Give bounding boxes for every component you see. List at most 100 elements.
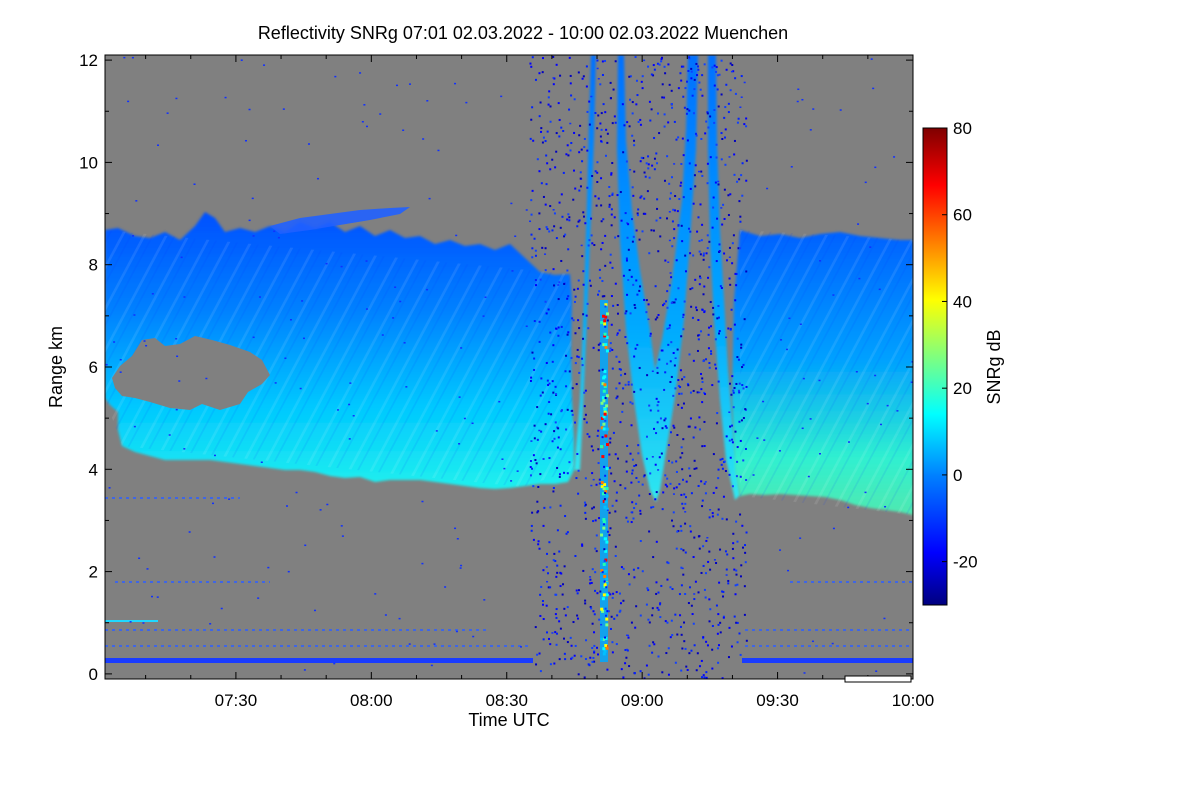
noise-pixel (600, 623, 603, 626)
noise-pixel (704, 481, 707, 483)
noise-pixel (564, 614, 567, 617)
noise-pixel (302, 337, 305, 340)
noise-pixel (724, 128, 727, 131)
noise-pixel (661, 508, 664, 511)
noise-pixel (656, 162, 659, 165)
noise-pixel (672, 511, 675, 514)
noise-pixel (538, 170, 541, 173)
noise-pixel (660, 584, 663, 587)
noise-pixel (626, 121, 629, 124)
noise-pixel (606, 530, 609, 533)
noise-pixel (617, 235, 620, 238)
noise-pixel (734, 593, 737, 596)
noise-pixel (458, 396, 461, 398)
noise-pixel (722, 595, 725, 598)
noise-pixel (624, 335, 627, 338)
noise-pixel (583, 418, 586, 421)
noise-pixel (614, 453, 617, 456)
noise-pixel (574, 295, 577, 298)
noise-pixel (679, 386, 682, 389)
noise-pixel (656, 316, 659, 319)
cloud-streaks-right (740, 230, 913, 515)
noise-pixel (539, 101, 542, 104)
noise-pixel (719, 458, 722, 461)
noise-pixel (578, 134, 581, 137)
noise-pixel (560, 410, 563, 413)
noise-pixel (564, 233, 567, 236)
noise-pixel (553, 437, 556, 440)
noise-pixel (568, 370, 571, 373)
noise-pixel (583, 501, 586, 504)
noise-pixel (620, 668, 623, 671)
noise-pixel (558, 620, 561, 623)
noise-pixel (737, 247, 740, 250)
noise-pixel (700, 137, 703, 140)
noise-pixel (701, 676, 704, 679)
noise-pixel (602, 218, 605, 221)
noise-pixel (599, 122, 602, 125)
noise-pixel (541, 603, 544, 606)
noise-pixel (700, 330, 703, 333)
noise-pixel (658, 603, 661, 606)
noise-pixel (614, 121, 617, 124)
noise-pixel (911, 361, 913, 363)
noise-pixel (651, 164, 654, 167)
noise-pixel (741, 366, 744, 369)
noise-pixel (661, 427, 664, 430)
noise-pixel (733, 173, 736, 176)
noise-pixel (575, 589, 578, 592)
noise-pixel (553, 552, 556, 555)
noise-pixel (660, 452, 663, 455)
noise-pixel (614, 236, 617, 239)
noise-pixel (738, 200, 741, 203)
noise-pixel (717, 380, 720, 383)
noise-pixel (679, 456, 682, 459)
noise-pixel (720, 59, 723, 62)
noise-pixel (725, 574, 728, 576)
noise-pixel (646, 374, 649, 377)
noise-pixel (718, 330, 721, 333)
column-speckle (604, 569, 608, 573)
noise-pixel (647, 163, 650, 166)
colorbar (922, 127, 948, 606)
noise-pixel (558, 658, 561, 661)
noise-pixel (696, 74, 699, 77)
noise-pixel (684, 270, 687, 273)
noise-pixel (635, 103, 638, 106)
noise-pixel (538, 547, 541, 550)
noise-pixel (738, 382, 741, 385)
noise-pixel (541, 600, 544, 603)
noise-pixel (668, 211, 671, 213)
noise-pixel (728, 277, 731, 280)
column-speckle (600, 321, 604, 325)
noise-pixel (625, 656, 628, 659)
noise-pixel (610, 615, 613, 618)
noise-pixel (672, 394, 675, 397)
noise-pixel (619, 484, 622, 487)
noise-pixel (739, 575, 742, 578)
noise-pixel (706, 112, 709, 115)
noise-pixel (682, 507, 685, 510)
noise-pixel (636, 293, 639, 296)
noise-pixel (714, 363, 717, 366)
noise-pixel (766, 187, 769, 190)
noise-pixel (605, 128, 608, 131)
noise-pixel (609, 253, 612, 256)
noise-pixel (567, 331, 570, 334)
noise-pixel (537, 540, 540, 543)
noise-pixel (568, 461, 571, 464)
noise-pixel (621, 402, 624, 405)
colorbar-tick-label: 80 (953, 119, 972, 138)
noise-pixel (624, 312, 627, 315)
noise-pixel (692, 389, 695, 392)
noise-pixel (133, 314, 136, 316)
noise-pixel (709, 509, 712, 511)
noise-pixel (289, 319, 292, 321)
noise-pixel (697, 334, 700, 337)
noise-pixel (708, 366, 711, 369)
noise-pixel (572, 198, 575, 201)
noise-pixel (674, 387, 677, 390)
noise-pixel (700, 170, 703, 173)
noise-pixel (633, 355, 636, 358)
noise-pixel (643, 474, 646, 477)
